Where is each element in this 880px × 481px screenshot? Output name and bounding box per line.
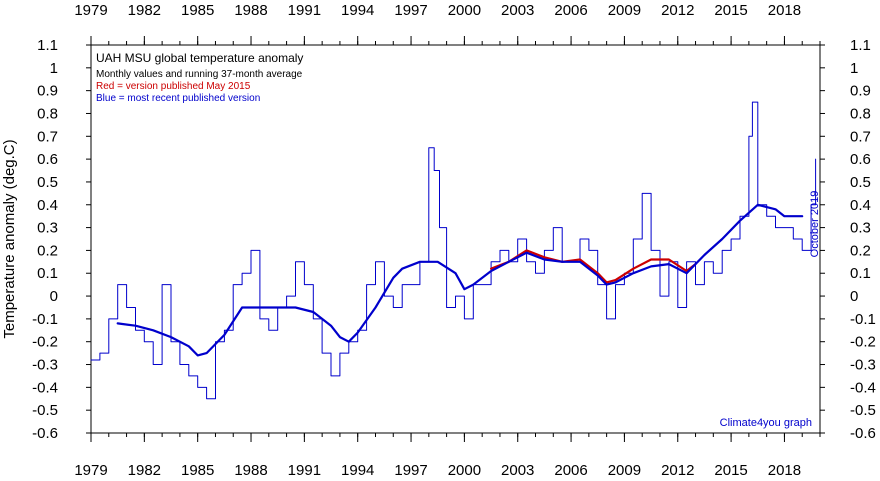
y-tick-label-right: 0.7: [850, 128, 871, 145]
x-tick-label-top: 2015: [714, 2, 747, 19]
x-tick-label-top: 1982: [128, 2, 161, 19]
y-tick-label-left: 0.7: [37, 128, 58, 145]
bottom-x-axis: 1979 1982 1985 1988 1991 1994 1997 2000 2003 2006…: [74, 433, 821, 479]
y-tick-label-right: 0.9: [850, 83, 871, 100]
y-tick-label-right: 0.6: [850, 151, 871, 168]
y-tick-label-left: -0.2: [32, 334, 58, 351]
x-tick-label-bottom: 2006: [554, 462, 587, 479]
x-tick-label-bottom: 1994: [341, 462, 374, 479]
plot-area-frame: [90, 44, 821, 434]
x-tick-label-bottom: 2009: [608, 462, 641, 479]
x-tick-label-top: 1985: [181, 2, 214, 19]
x-tick-label-bottom: 1988: [234, 462, 267, 479]
x-tick-label-top: 2009: [608, 2, 641, 19]
y-tick-label-left: 1.1: [37, 37, 58, 54]
running-average-line-2: [116, 203, 804, 357]
y-tick-label-right: 1.1: [850, 37, 871, 54]
x-tick-label-top: 1979: [74, 2, 107, 19]
y-axis-label: Temperature anomaly (deg.C): [1, 139, 18, 338]
y-tick-label-right: 0.3: [850, 220, 871, 237]
y-tick-label-right: -0.3: [850, 357, 876, 374]
y-tick-label-left: 0.6: [37, 151, 58, 168]
x-tick-label-bottom: 1985: [181, 462, 214, 479]
y-tick-label-right: 0.4: [850, 197, 871, 214]
y-tick-label-left: -0.3: [32, 357, 58, 374]
y-tick-label-right: -0.1: [850, 311, 876, 328]
y-tick-label-right: 0.5: [850, 174, 871, 191]
x-tick-label-top: 1994: [341, 2, 374, 19]
chart-title: UAH MSU global temperature anomaly: [96, 51, 303, 65]
x-tick-label-top: 2006: [554, 2, 587, 19]
date-annotation: October 2019: [809, 191, 821, 258]
series-layer: [90, 101, 817, 400]
y-tick-label-right: -0.5: [850, 402, 876, 419]
top-x-axis: 1979 1982 1985 1988 1991 1994 1997 2000 2003 2006…: [74, 2, 821, 45]
y-tick-label-left: -0.4: [32, 379, 58, 396]
y-tick-label-left: -0.5: [32, 402, 58, 419]
y-tick-label-left: 1: [50, 60, 58, 77]
running-average-line-1: [490, 249, 697, 284]
y-tick-label-left: -0.6: [32, 425, 58, 442]
x-tick-label-top: 2018: [768, 2, 801, 19]
y-tick-label-left: 0.1: [37, 265, 58, 282]
x-tick-label-bottom: 1991: [288, 462, 321, 479]
y-tick-label-left: 0.5: [37, 174, 58, 191]
legend-red: Red = version published May 2015: [96, 81, 251, 92]
y-tick-label-right: -0.2: [850, 334, 876, 351]
y-tick-label-right: -0.4: [850, 379, 876, 396]
x-tick-label-top: 2012: [661, 2, 694, 19]
y-tick-label-left: 0: [50, 288, 58, 305]
monthly-anomaly-line: [90, 101, 817, 400]
credit-label: Climate4you graph: [720, 417, 812, 429]
x-tick-label-bottom: 2012: [661, 462, 694, 479]
y-tick-label-left: 0.4: [37, 197, 58, 214]
legend-blue: Blue = most recent published version: [96, 93, 260, 104]
y-tick-label-left: 0.9: [37, 83, 58, 100]
x-tick-label-bottom: 2000: [448, 462, 481, 479]
x-tick-label-bottom: 1982: [128, 462, 161, 479]
x-tick-label-bottom: 1979: [74, 462, 107, 479]
x-tick-label-bottom: 1997: [394, 462, 427, 479]
right-y-axis: 1.1 1 0.9 0.8 0.7 0.6 0.5 0.4 0.3 0.2 0.1 0 -0.1 -0.2…: [820, 37, 876, 442]
y-tick-label-right: 0.8: [850, 105, 871, 122]
left-y-axis: 1.1 1 0.9 0.8 0.7 0.6 0.5 0.4 0.3 0.2 0.1 0 -0.1 -0.2…: [32, 37, 91, 442]
y-tick-label-left: -0.1: [32, 311, 58, 328]
y-tick-label-right: 0: [850, 288, 858, 305]
x-tick-label-bottom: 2018: [768, 462, 801, 479]
y-tick-label-left: 0.2: [37, 242, 58, 259]
x-tick-label-top: 2003: [501, 2, 534, 19]
x-tick-label-top: 1997: [394, 2, 427, 19]
y-tick-label-left: 0.3: [37, 220, 58, 237]
y-tick-label-right: 0.1: [850, 265, 871, 282]
x-tick-label-top: 1988: [234, 2, 267, 19]
x-tick-label-bottom: 2015: [714, 462, 747, 479]
y-tick-label-right: 0.2: [850, 242, 871, 259]
x-tick-label-bottom: 2003: [501, 462, 534, 479]
y-tick-label-left: 0.8: [37, 105, 58, 122]
y-tick-label-right: -0.6: [850, 425, 876, 442]
x-tick-label-top: 1991: [288, 2, 321, 19]
x-tick-label-top: 2000: [448, 2, 481, 19]
chart-subtitle: Monthly values and running 37-month aver…: [96, 69, 303, 80]
y-tick-label-right: 1: [850, 60, 858, 77]
